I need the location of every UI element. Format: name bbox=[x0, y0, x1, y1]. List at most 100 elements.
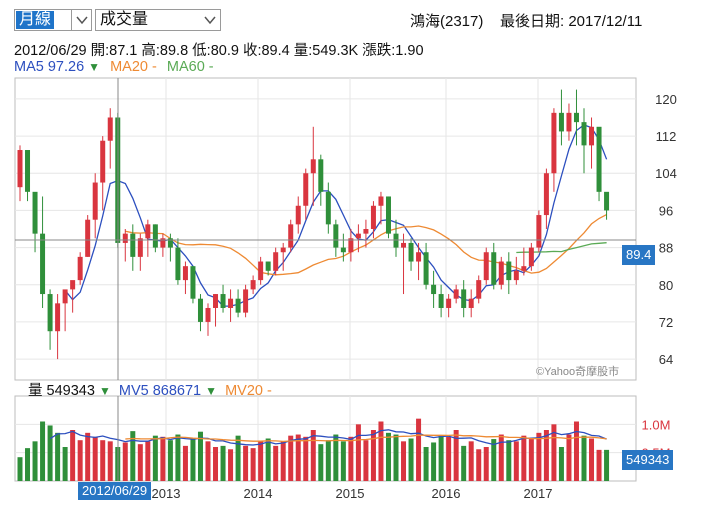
volume-bar bbox=[122, 442, 128, 481]
candle-body bbox=[310, 159, 316, 174]
candle-body bbox=[160, 238, 166, 248]
candle-body bbox=[47, 294, 53, 332]
candle-body bbox=[393, 233, 399, 248]
volume-bar bbox=[543, 430, 549, 481]
candle-body bbox=[152, 224, 158, 248]
down-triangle-icon: ▼ bbox=[98, 384, 111, 398]
candle-body bbox=[543, 173, 549, 216]
volume-bar bbox=[228, 449, 234, 481]
price-tick-label: 112 bbox=[656, 129, 677, 144]
period-select[interactable]: 月線 bbox=[14, 9, 92, 31]
volume-bar bbox=[476, 449, 482, 481]
candle-body bbox=[167, 238, 173, 248]
volume-bar bbox=[385, 432, 391, 481]
info-date: 2012/06/29 bbox=[14, 43, 87, 59]
volume-bar bbox=[70, 430, 76, 481]
price-tick-label: 104 bbox=[655, 166, 677, 181]
volume-bar bbox=[393, 434, 399, 481]
candle-body bbox=[423, 252, 429, 285]
candle-body bbox=[558, 112, 564, 132]
volume-bar bbox=[280, 441, 286, 481]
candle-body bbox=[528, 247, 534, 267]
candle-body bbox=[325, 191, 331, 225]
candle-body bbox=[32, 191, 38, 234]
volume-bar bbox=[348, 436, 354, 481]
candle-body bbox=[197, 298, 203, 322]
volume-bar bbox=[25, 448, 31, 481]
candle-body bbox=[416, 252, 422, 262]
x-axis: 2013 2014 2015 2016 2017 bbox=[152, 486, 553, 501]
mv20-legend: MV20 - bbox=[225, 383, 272, 399]
volume-bar bbox=[378, 421, 384, 481]
ma-legend: MA5 97.26 ▼ MA20 - MA60 - bbox=[14, 59, 214, 75]
volume-bar bbox=[416, 418, 422, 481]
candle-body bbox=[70, 280, 76, 290]
volume-bar bbox=[333, 434, 339, 481]
volume-bar bbox=[258, 441, 264, 481]
price-tick-label: 80 bbox=[659, 278, 673, 293]
candle-body bbox=[453, 289, 459, 299]
candle-body bbox=[461, 289, 467, 308]
x-axis-label: 2015 bbox=[336, 486, 365, 501]
candle-body bbox=[288, 224, 294, 248]
volume-bar bbox=[92, 436, 98, 481]
volume-bar bbox=[77, 440, 83, 481]
volume-bar bbox=[40, 421, 46, 481]
candle-body bbox=[573, 112, 579, 123]
candle-body bbox=[280, 247, 286, 253]
candle-body bbox=[130, 233, 136, 257]
candle-body bbox=[476, 280, 482, 299]
volume-bar bbox=[190, 438, 196, 481]
candle-body bbox=[378, 196, 384, 206]
current-price-badge: 89.4 bbox=[622, 245, 656, 265]
volume-bar bbox=[483, 447, 489, 481]
indicator-select[interactable]: 成交量 bbox=[95, 9, 221, 31]
candle-body bbox=[363, 229, 369, 234]
volume-bar bbox=[295, 434, 301, 481]
price-tick-label: 64 bbox=[659, 352, 673, 367]
candle-body bbox=[77, 256, 83, 281]
volume-bar bbox=[145, 441, 151, 481]
candle-body bbox=[438, 294, 444, 308]
x-axis-label: 2014 bbox=[244, 486, 273, 501]
mv-lines bbox=[49, 429, 607, 446]
volume-bar bbox=[558, 447, 564, 481]
volume-bar bbox=[32, 441, 38, 481]
volume-bar bbox=[137, 444, 143, 481]
info-close: 收:89.4 bbox=[242, 43, 290, 59]
last-date: 最後日期: 2017/12/11 bbox=[500, 13, 643, 30]
price-ticks: 120 112 104 96 88 80 72 64 bbox=[655, 92, 677, 367]
volume-bar bbox=[175, 434, 181, 481]
candle-body bbox=[604, 191, 610, 211]
volume-bar bbox=[566, 434, 572, 481]
candle-body bbox=[175, 247, 181, 281]
volume-bar bbox=[604, 449, 610, 481]
volume-bar bbox=[130, 431, 136, 481]
x-axis-label: 2016 bbox=[432, 486, 461, 501]
candle-body bbox=[318, 159, 324, 192]
info-low: 低:80.9 bbox=[192, 43, 239, 59]
candle-body bbox=[401, 242, 407, 248]
candle-body bbox=[491, 252, 497, 285]
candle-body bbox=[145, 224, 151, 239]
volume-bar bbox=[325, 440, 331, 481]
volume-bar bbox=[528, 439, 534, 481]
candle-body bbox=[235, 298, 241, 313]
x-axis-label: 2013 bbox=[152, 486, 181, 501]
volume-bar bbox=[491, 439, 497, 481]
candle-body bbox=[55, 303, 61, 332]
ma5-legend: MA5 97.26 bbox=[14, 59, 85, 75]
candle-body bbox=[107, 117, 113, 141]
candle-body bbox=[190, 266, 196, 299]
candle-body bbox=[265, 261, 271, 271]
volume-bar bbox=[85, 432, 91, 481]
volume-bar bbox=[265, 438, 271, 481]
volume-bar bbox=[408, 438, 414, 481]
candle-body bbox=[468, 298, 474, 308]
volume-bar bbox=[573, 421, 579, 481]
price-tick-label: 72 bbox=[659, 315, 673, 330]
candle-body bbox=[340, 247, 346, 253]
down-triangle-icon: ▼ bbox=[205, 384, 218, 398]
volume-bar bbox=[370, 430, 376, 481]
